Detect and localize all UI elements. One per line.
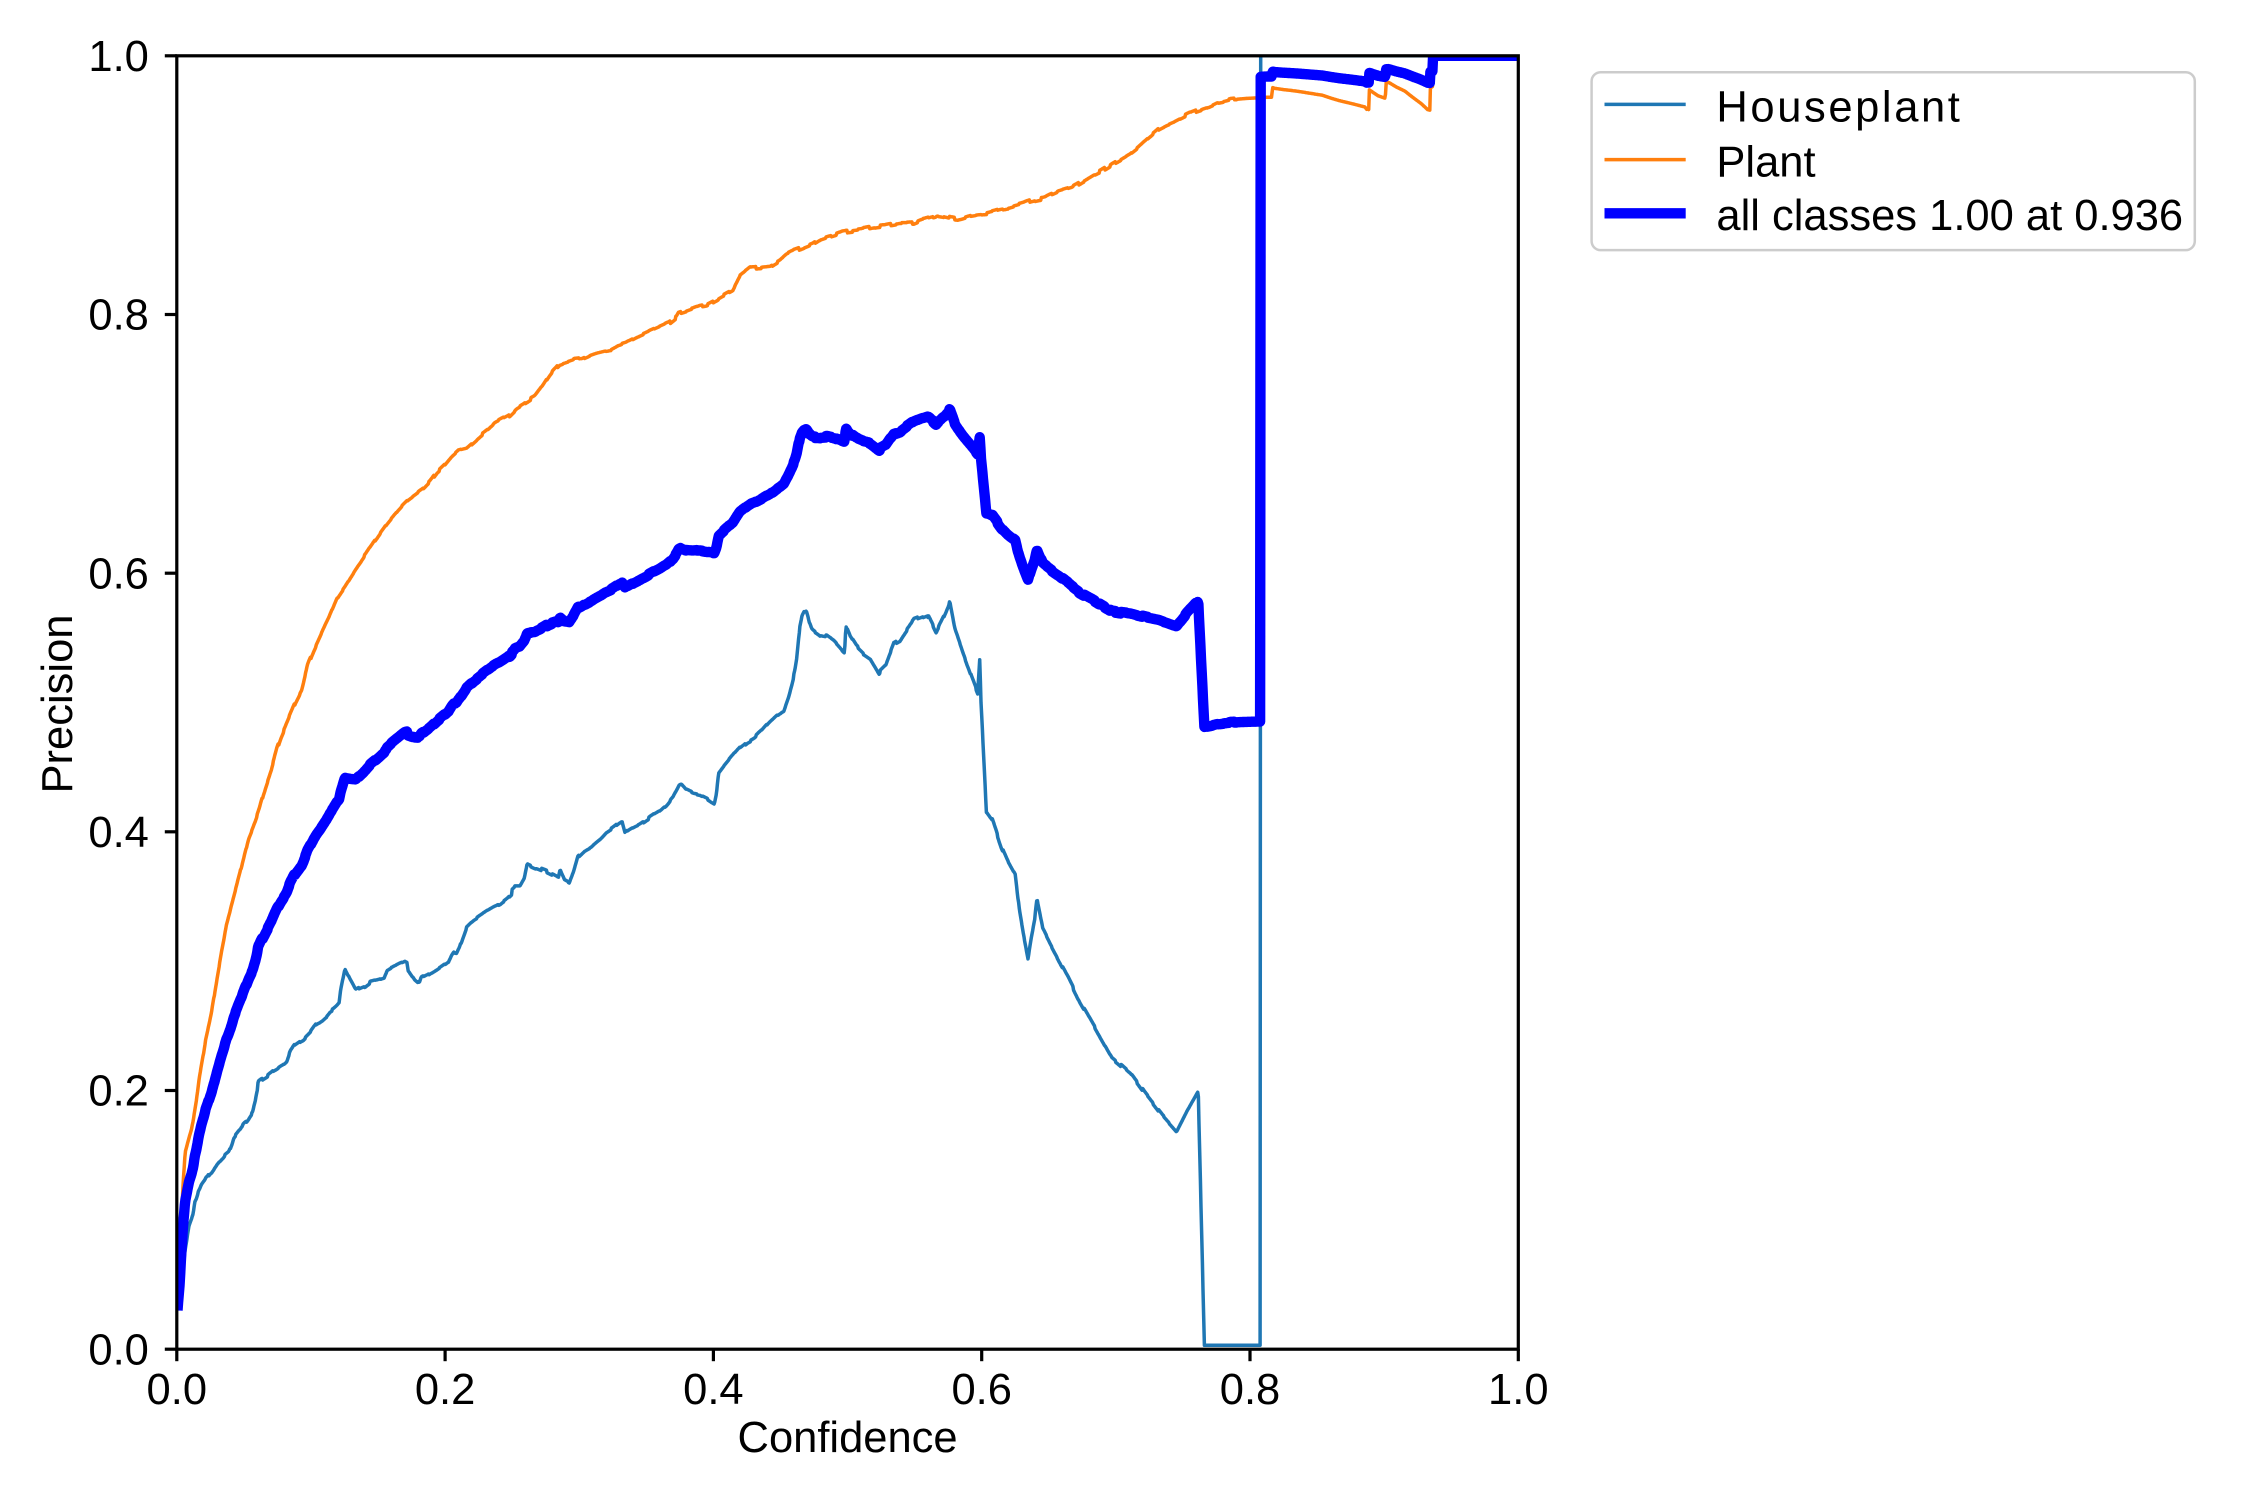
svg-text:Plant: Plant xyxy=(1716,139,1815,187)
svg-text:0.0: 0.0 xyxy=(88,1326,148,1374)
svg-text:all classes 1.00 at 0.936: all classes 1.00 at 0.936 xyxy=(1716,192,2183,240)
svg-text:0.6: 0.6 xyxy=(88,550,148,598)
svg-text:0.4: 0.4 xyxy=(88,809,148,857)
svg-text:0.2: 0.2 xyxy=(88,1068,148,1116)
svg-text:0.2: 0.2 xyxy=(415,1366,475,1414)
svg-text:Houseplant: Houseplant xyxy=(1716,83,1962,131)
svg-text:0.6: 0.6 xyxy=(951,1366,1011,1414)
svg-text:0.8: 0.8 xyxy=(1220,1366,1280,1414)
svg-text:0.8: 0.8 xyxy=(88,292,148,340)
svg-text:1.0: 1.0 xyxy=(88,33,148,81)
svg-text:Confidence: Confidence xyxy=(738,1414,958,1462)
svg-text:1.0: 1.0 xyxy=(1488,1366,1548,1414)
svg-text:0.4: 0.4 xyxy=(683,1366,743,1414)
svg-text:Precision: Precision xyxy=(34,615,82,794)
svg-text:0.0: 0.0 xyxy=(147,1366,207,1414)
